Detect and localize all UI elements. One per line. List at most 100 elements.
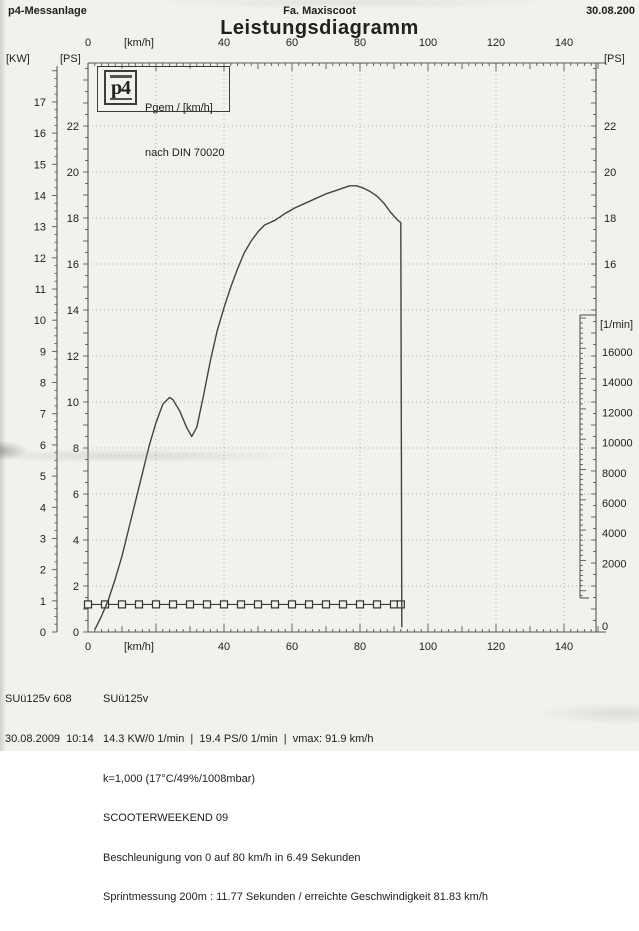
p4-logo: p4 (104, 70, 137, 105)
square-marker (134, 600, 144, 609)
rpm-unit-label: [1/min] (600, 319, 633, 331)
ps-tick-label-left: 16 (67, 259, 79, 271)
kw-tick-label: 14 (34, 190, 46, 202)
ps-tick-label-right: 16 (604, 259, 616, 271)
kw-tick-label: 16 (34, 128, 46, 140)
scanned-dyno-chart-page: p4-Messanlage Fa. Maxiscoot 30.08.200 Le… (0, 0, 639, 903)
kw-tick-label: 15 (34, 159, 46, 171)
kmh-label-top: 0 (85, 37, 91, 49)
square-marker (168, 600, 178, 609)
legend-series-label: Pgem / [km/h] (145, 102, 213, 114)
ps-tick-label-left: 2 (73, 581, 79, 593)
measurement-id: SUü125v 608 (5, 693, 72, 706)
square-marker (389, 600, 399, 609)
square-marker (372, 600, 382, 609)
square-marker (396, 600, 405, 609)
ps-tick-label-left: 22 (67, 121, 79, 133)
measurement-datetime: 30.08.2009 10:14 (5, 733, 94, 745)
kmh-label-top: 60 (286, 37, 298, 49)
footer-right-column: SUü125v 14.3 KW/0 1/min | 19.4 PS/0 1/mi… (103, 667, 488, 931)
kmh-label-bottom: [km/h] (124, 641, 154, 653)
square-marker (287, 600, 297, 609)
kmh-label-top: 140 (555, 37, 573, 49)
square-marker (270, 600, 280, 609)
ps-tick-label-left: 10 (67, 397, 79, 409)
event-name-line: SCOOTERWEEKEND 09 (103, 812, 229, 825)
legend-text: Pgem / [km/h] nach DIN 70020 (145, 71, 225, 191)
power-curve (94, 185, 403, 631)
kmh-label-bottom: 140 (555, 641, 573, 653)
square-marker (236, 600, 246, 609)
kw-tick-label: 11 (35, 284, 46, 296)
ps-unit-label-right: [PS] (604, 53, 625, 65)
kmh-label-bottom: 80 (354, 641, 366, 653)
kmh-label-top: 40 (218, 37, 230, 49)
legend-box: p4 Pgem / [km/h] nach DIN 70020 (97, 66, 230, 159)
correction-factor-line: k=1,000 (17°C/49%/1008mbar) (103, 772, 256, 785)
square-marker (304, 600, 314, 609)
ps-tick-label-left: 4 (73, 535, 79, 547)
kmh-label-bottom: 60 (286, 641, 298, 653)
kw-tick-label: 5 (40, 471, 46, 483)
ps-tick-label-right: 22 (604, 121, 616, 133)
rpm-tick-label: 8000 (602, 468, 626, 480)
kw-tick-label: 2 (40, 565, 46, 577)
ps-tick-label-left: 12 (67, 351, 79, 363)
kw-tick-label: 6 (40, 440, 46, 452)
kmh-label-top: 80 (354, 37, 366, 49)
rpm-tick-label: 16000 (602, 347, 633, 359)
kw-tick-label: 3 (40, 533, 46, 545)
ps-tick-label-left: 0 (73, 627, 79, 639)
square-marker (185, 600, 195, 609)
kw-tick-label: 0 (40, 627, 46, 639)
kmh-label-top: 100 (419, 37, 437, 49)
footer-left-column: SUü125v 608 30.08.2009 10:14 (5, 667, 94, 773)
square-marker (253, 600, 263, 609)
rpm-tick-label: 0 (602, 621, 608, 633)
square-marker (321, 600, 331, 609)
rpm-tick-label: 6000 (602, 498, 626, 510)
square-marker (355, 600, 365, 609)
kw-tick-label: 17 (34, 97, 46, 109)
kw-tick-label: 13 (34, 222, 46, 234)
kw-tick-label: 8 (40, 378, 46, 390)
acceleration-line: Beschleunigung von 0 auf 80 km/h in 6.49… (103, 851, 361, 864)
kw-tick-label: 7 (40, 409, 46, 421)
p4-logo-text: p4 (110, 76, 131, 99)
square-marker (117, 600, 127, 609)
kw-tick-label: 12 (34, 253, 46, 265)
square-marker (202, 600, 212, 609)
ps-tick-label-left: 18 (67, 213, 79, 225)
rpm-tick-label: 14000 (602, 377, 633, 389)
rpm-tick-label: 10000 (602, 438, 633, 450)
square-marker (83, 600, 93, 609)
vehicle-id: SUü125v (103, 693, 149, 706)
kw-tick-label: 10 (34, 315, 46, 327)
rpm-tick-label: 4000 (602, 528, 626, 540)
kw-tick-label: 9 (40, 346, 46, 358)
kmh-label-top: [km/h] (124, 37, 154, 49)
kmh-label-top: 120 (487, 37, 505, 49)
sprint-line: Sprintmessung 200m : 11.77 Sekunden / er… (103, 891, 489, 904)
kmh-label-bottom: 100 (419, 641, 437, 653)
ps-tick-label-right: 20 (604, 167, 616, 179)
rpm-tick-label: 2000 (602, 558, 626, 570)
ps-unit-label-left: [PS] (60, 53, 81, 65)
square-marker (219, 600, 229, 609)
kmh-label-bottom: 120 (487, 641, 505, 653)
logo-fine-print-bottom (109, 97, 132, 100)
square-marker (338, 600, 348, 609)
kmh-label-bottom: 40 (218, 641, 230, 653)
kmh-label-bottom: 0 (85, 641, 91, 653)
ps-tick-label-right: 18 (604, 213, 616, 225)
power-stats-line: 14.3 KW/0 1/min | 19.4 PS/0 1/min | vmax… (103, 733, 374, 745)
ps-tick-label-left: 8 (73, 443, 79, 455)
ps-tick-label-left: 14 (67, 305, 79, 317)
ps-tick-label-left: 6 (73, 489, 79, 501)
kw-tick-label: 4 (40, 502, 46, 514)
kw-tick-label: 1 (40, 596, 46, 608)
power-diagram-chart: [KW] [PS] [PS][1/min]012345678910111213141… (6, 37, 633, 653)
legend-norm-label: nach DIN 70020 (145, 147, 225, 159)
kw-unit-label: [KW] (6, 53, 30, 65)
square-marker (151, 600, 161, 609)
